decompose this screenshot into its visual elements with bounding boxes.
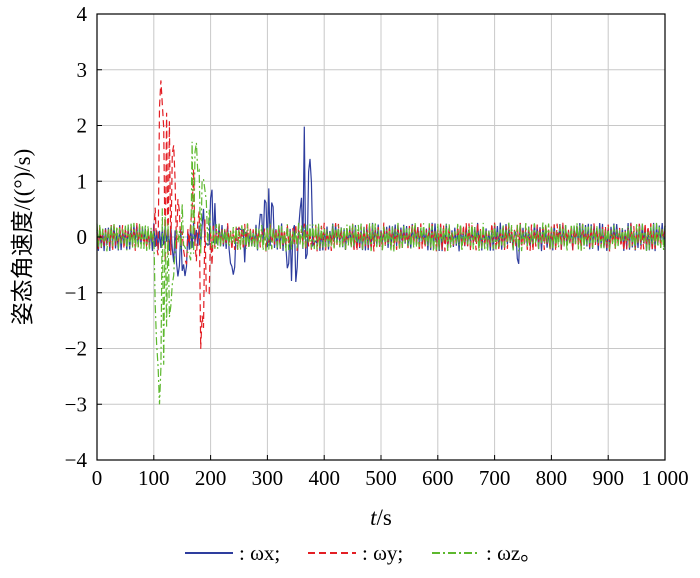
y-tick-label: 1 [77, 169, 88, 193]
y-tick-label: −2 [65, 337, 87, 361]
y-tick-label: 3 [77, 58, 88, 82]
y-tick-label: −1 [65, 281, 87, 305]
legend-label: : ωy; [362, 541, 403, 565]
x-axis-title: t/s [370, 505, 392, 530]
y-tick-label: 4 [77, 2, 88, 26]
x-tick-label: 600 [422, 466, 454, 490]
y-tick-label: 0 [77, 225, 88, 249]
x-tick-label: 800 [536, 466, 568, 490]
x-tick-label: 300 [252, 466, 284, 490]
y-tick-label: −4 [65, 448, 88, 472]
x-tick-label: 1 000 [641, 466, 688, 490]
y-tick-label: 2 [77, 114, 88, 138]
y-axis-title: 姿态角速度/((°)/s) [10, 149, 35, 326]
y-tick-label: −3 [65, 392, 87, 416]
legend-label: : ωz。 [486, 541, 541, 565]
x-tick-label: 500 [365, 466, 397, 490]
plot-area [96, 80, 666, 405]
x-tick-label: 100 [138, 466, 170, 490]
x-tick-label: 0 [92, 466, 103, 490]
x-tick-label: 200 [195, 466, 227, 490]
y-axis: −4 −3 −2 −1 0 1 2 3 4 [65, 2, 102, 472]
series-line-3 [96, 141, 666, 405]
legend-label: : ωx; [239, 541, 280, 565]
x-axis: 0 100 200 300 400 500 600 700 800 900 1 000 [92, 455, 689, 490]
x-tick-label: 400 [308, 466, 340, 490]
legend: : ωx; : ωy; : ωz。 [185, 541, 541, 565]
x-tick-label: 900 [592, 466, 624, 490]
x-tick-label: 700 [479, 466, 511, 490]
